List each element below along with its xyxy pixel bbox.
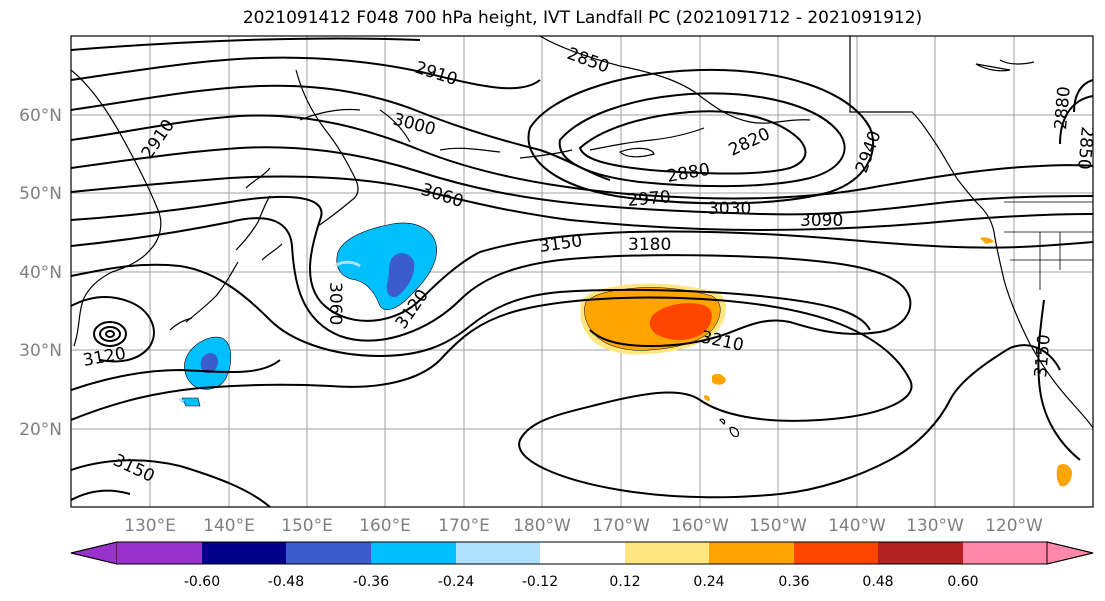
colorbar-outline [70, 541, 1094, 565]
lon-label: 120°W [985, 516, 1043, 536]
colorbar-tick-label: 0.36 [778, 574, 809, 590]
contour-label: 3060 [325, 282, 345, 325]
lon-label: 160°W [671, 516, 729, 536]
ivt-negative-region-ryukyu [178, 336, 232, 407]
contour-label: 2850 [1073, 126, 1097, 171]
contour-label: 3030 [708, 199, 751, 219]
colorbar-segment [794, 542, 878, 564]
lon-label: 140°W [828, 516, 886, 536]
colorbar-segment [117, 542, 202, 564]
contour-label: 2970 [627, 187, 672, 211]
colorbar-segment [371, 542, 456, 564]
colorbar: -0.60 -0.48 -0.36 -0.24 -0.12 0.12 0.24 … [70, 541, 1094, 590]
map-frame [70, 35, 1094, 508]
colorbar-tick-label: 0.12 [609, 574, 640, 590]
contour-label: 3150 [1031, 334, 1055, 379]
lon-label: 130°W [906, 516, 964, 536]
latitude-labels: 60°N 50°N 40°N 30°N 20°N [19, 106, 62, 440]
longitude-labels: 130°E 140°E 150°E 160°E 170°E 180°W 170°… [124, 516, 1043, 536]
colorbar-segment [878, 542, 963, 564]
map-title: 2021091412 F048 700 hPa height, IVT Land… [242, 8, 923, 28]
lat-label: 60°N [19, 106, 62, 126]
colorbar-tick-label: -0.12 [522, 574, 558, 590]
lon-label: 170°E [438, 516, 490, 536]
lon-label: 150°E [281, 516, 333, 536]
colorbar-segment [963, 542, 1047, 564]
contour-label: 2880 [1051, 86, 1075, 131]
colorbar-tick-label: 0.24 [693, 574, 724, 590]
country-borders [849, 36, 1093, 290]
colorbar-segment [625, 542, 709, 564]
lon-label: 180°W [513, 516, 571, 536]
colorbar-segment [286, 542, 371, 564]
lon-label: 150°W [749, 516, 807, 536]
colorbar-tick-label: -0.48 [268, 574, 304, 590]
ivt-positive-region [580, 237, 1072, 487]
colorbar-tick-label: -0.60 [184, 574, 220, 590]
lon-label: 130°E [124, 516, 176, 536]
lon-label: 140°E [203, 516, 255, 536]
ivt-negative-region-kuril [334, 222, 437, 310]
contour-label: 3090 [800, 211, 843, 231]
colorbar-extend-high [1046, 541, 1094, 565]
colorbar-segment [709, 542, 794, 564]
gridlines [71, 36, 1093, 507]
colorbar-tick-label: 0.48 [862, 574, 893, 590]
colorbar-extend-low [70, 541, 118, 565]
lon-label: 170°W [592, 516, 650, 536]
colorbar-segment [456, 542, 540, 564]
colorbar-tick-label: -0.24 [438, 574, 474, 590]
contour-label: 3180 [628, 235, 671, 255]
lat-label: 50°N [19, 184, 62, 204]
lat-label: 40°N [19, 263, 62, 283]
lon-label: 160°E [359, 516, 411, 536]
height-contours [71, 37, 1093, 507]
colorbar-tick-label: -0.36 [353, 574, 389, 590]
colorbar-segment [540, 542, 625, 564]
colorbar-tick-label: 0.60 [947, 574, 978, 590]
colorbar-segment [202, 542, 286, 564]
lat-label: 30°N [19, 341, 62, 361]
lat-label: 20°N [19, 420, 62, 440]
